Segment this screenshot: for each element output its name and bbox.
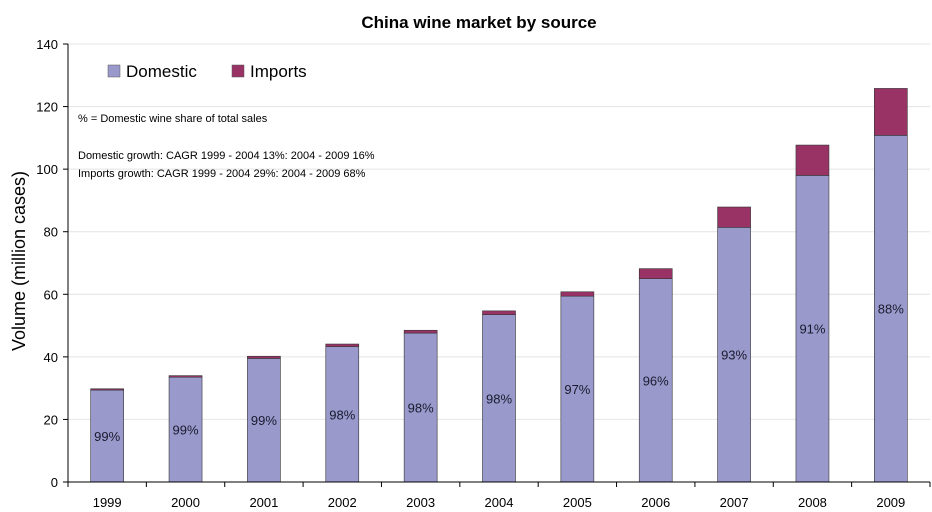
bar-imports [482,310,516,315]
data-label-share: 98% [329,407,355,422]
x-tick-label: 2003 [406,495,435,510]
annotation-imports-growth: Imports growth: CAGR 1999 - 2004 29%: 20… [78,168,366,180]
legend-swatch-domestic [107,64,121,78]
x-tick-label: 2008 [798,495,827,510]
bar-domestic [403,332,438,483]
bar-domestic [874,135,908,483]
bar-imports [717,206,751,228]
data-label-share: 97% [564,382,590,397]
y-tick-label: 80 [44,225,58,240]
bar-imports [403,329,438,334]
annotation-domestic-growth: Domestic growth: CAGR 1999 - 2004 13%: 2… [78,150,375,162]
y-tick-label: 20 [44,412,58,427]
bar-imports [874,88,908,136]
bar-domestic [795,175,830,483]
legend-label-imports: Imports [250,62,307,81]
x-tick-label: 2000 [171,495,200,510]
bar-domestic [168,376,203,483]
bar-domestic [560,295,595,483]
bar-imports [638,268,673,279]
bar-imports [168,375,203,378]
bar-domestic [717,227,751,483]
chart-title: China wine market by source [361,13,596,32]
data-label-share: 91% [799,322,825,337]
x-tick-label: 2006 [641,495,670,510]
bar-imports [90,388,124,391]
bar-domestic [247,358,281,483]
data-label-share: 88% [878,302,904,317]
data-label-share: 98% [408,401,434,416]
x-tick-label: 2002 [328,495,357,510]
x-tick-label: 2005 [563,495,592,510]
x-tick-label: 2009 [876,495,905,510]
legend-swatch-imports [231,64,245,78]
axes [67,44,930,483]
data-label-share: 99% [251,413,277,428]
bars: 99% 99% 99% 98% 98% 98% 97% 96% 93% 91% 88% [90,88,908,483]
y-tick-label: 40 [44,350,58,365]
data-label-share: 99% [94,429,120,444]
data-label-share: 93% [721,348,747,363]
x-ticks: 1999 2000 2001 2002 2003 2004 2005 2006 2007 2008… [67,482,931,510]
y-ticks: 0 20 40 60 80 100 120 140 [36,37,68,490]
bar-domestic [482,314,516,483]
x-tick-label: 2007 [720,495,749,510]
x-tick-label: 2001 [249,495,278,510]
y-tick-label: 0 [51,475,58,490]
bar-domestic [638,278,673,483]
bar-imports [325,343,360,347]
annotation-share-note: % = Domestic wine share of total sales [78,113,268,125]
data-label-share: 96% [643,373,669,388]
annotations: % = Domestic wine share of total sales D… [78,113,375,180]
data-label-share: 99% [173,423,199,438]
bar-imports [560,291,595,297]
bar-imports [247,355,281,359]
x-tick-label: 1999 [93,495,122,510]
bar-domestic [325,346,360,483]
gridlines [68,43,930,420]
y-tick-label: 60 [44,287,58,302]
y-tick-label: 140 [36,37,58,52]
y-axis-label: Volume (million cases) [9,171,29,351]
y-tick-label: 120 [36,100,58,115]
bar-imports [795,144,830,176]
legend: Domestic Imports [107,62,307,81]
x-tick-label: 2004 [485,495,514,510]
legend-label-domestic: Domestic [126,62,197,81]
data-label-share: 98% [486,391,512,406]
y-tick-label: 100 [36,162,58,177]
